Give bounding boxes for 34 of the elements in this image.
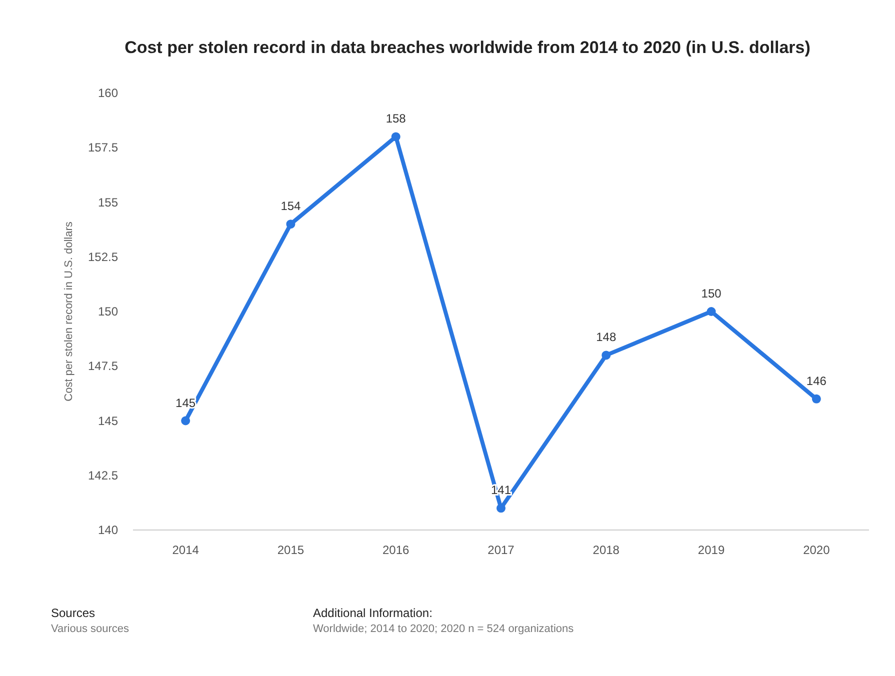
- data-label: 146: [806, 374, 827, 388]
- y-tick-label: 140: [98, 523, 118, 537]
- y-tick-label: 150: [98, 304, 118, 318]
- data-label: 150: [701, 286, 722, 300]
- y-tick-label: 157.5: [88, 140, 118, 155]
- point: [181, 416, 190, 426]
- point: [812, 394, 821, 404]
- point: [496, 504, 506, 513]
- y-tick-label: 152.5: [88, 250, 118, 264]
- chart-title: Cost per stolen record in data breaches worldwide from 2014 to 2020 (in U.S. dollars): [124, 38, 810, 57]
- x-tick-label: 2014: [172, 543, 200, 557]
- text: Various sources: [51, 623, 130, 635]
- x-tick-label: 2018: [592, 543, 620, 557]
- x-tick-label: 2017: [488, 543, 515, 557]
- y-tick-label: 145: [98, 414, 118, 428]
- x-tick-label: 2016: [382, 543, 410, 557]
- y-tick-label: 147.5: [88, 359, 118, 374]
- point: [602, 350, 611, 360]
- x-tick-label: 2015: [277, 543, 304, 557]
- text: Sources: [51, 606, 96, 620]
- text: Worldwide; 2014 to 2020; 2020 n = 524 organizations: [313, 623, 574, 635]
- data-label: 158: [386, 112, 406, 126]
- point: [286, 220, 296, 229]
- text: Additional Information:: [313, 606, 432, 620]
- x-tick-label: 2020: [803, 543, 830, 557]
- point: [391, 132, 400, 142]
- y-axis-title: Cost per stolen record in U.S. dollars: [63, 221, 75, 402]
- point: [706, 307, 716, 316]
- data-label: 148: [596, 330, 616, 344]
- x-tick-label: 2019: [698, 543, 725, 557]
- data-label: 154: [280, 199, 302, 214]
- y-tick-label: 160: [98, 86, 118, 100]
- y-tick-label: 155: [98, 195, 118, 210]
- y-tick-label: 142.5: [88, 468, 118, 482]
